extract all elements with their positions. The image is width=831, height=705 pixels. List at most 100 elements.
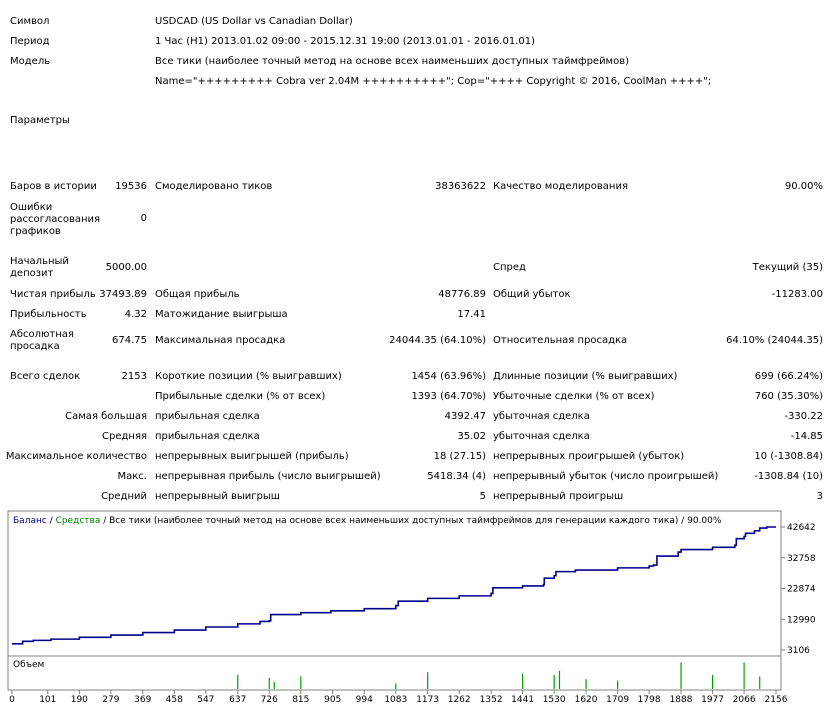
profit-trades-value: 1393 (64.70%) (411, 391, 486, 402)
x-tick-label: 279 (102, 695, 119, 705)
short-value: 1454 (63.96%) (411, 371, 486, 382)
average-profit-label: прибыльная сделка (155, 431, 260, 442)
x-tick-label: 369 (134, 695, 151, 705)
gross-loss-label: Общий убыток (493, 289, 571, 300)
x-tick-label: 637 (229, 695, 246, 705)
gross-profit-label: Общая прибыль (155, 289, 240, 300)
x-tick-label: 815 (292, 695, 309, 705)
abs-dd-value: 674.75 (112, 335, 147, 346)
x-tick-label: 190 (71, 695, 88, 705)
max-cons-loss-value: -1308.84 (10) (754, 471, 823, 482)
model-label: Модель (10, 56, 51, 67)
x-tick-label: 1620 (575, 695, 598, 705)
rel-dd-value: 64.10% (24044.35) (726, 335, 823, 346)
expected-payoff-value: 17.41 (457, 309, 486, 320)
x-tick-label: 1530 (543, 695, 566, 705)
profit-factor-label: Прибыльность (10, 309, 87, 320)
symbol-value: USDCAD (US Dollar vs Canadian Dollar) (155, 16, 353, 27)
largest-profit-label: прибыльная сделка (155, 411, 260, 422)
volume-label: Объем (13, 660, 44, 670)
gross-loss-value: -11283.00 (771, 289, 823, 300)
avg-cons-losses-label: непрерывный проигрыш (493, 491, 624, 502)
x-tick-label: 905 (324, 695, 341, 705)
x-tick-label: 0 (9, 695, 15, 705)
avg-cons-wins-value: 5 (479, 491, 486, 502)
max-cons-losses-value: 10 (-1308.84) (754, 451, 823, 462)
rel-dd-label: Относительная просадка (493, 335, 628, 346)
average-profit-value: 35.02 (457, 431, 486, 442)
average-loss-value: -14.85 (790, 431, 823, 442)
max-cons-losses-label: непрерывных проигрышей (убыток) (493, 451, 685, 462)
errors-label: Ошибки рассогласования графиков (10, 202, 101, 237)
balance-line (12, 526, 776, 645)
max-cons-wins-label: непрерывных выигрышей (прибыль) (155, 451, 349, 462)
ticks-value: 38363622 (435, 181, 486, 192)
profit-factor-value: 4.32 (124, 309, 147, 320)
max-label: Макс. (117, 471, 147, 482)
model-params: Name="+++++++++ Cobra ver 2.04M ++++++++… (155, 76, 712, 87)
profit-trades-label: Прибыльные сделки (% от всех) (155, 391, 326, 402)
x-tick-label: 1709 (606, 695, 629, 705)
x-tick-label: 458 (166, 695, 183, 705)
long-value: 699 (66.24%) (754, 371, 823, 382)
x-tick-label: 1977 (701, 695, 724, 705)
max-cons-profit-value: 5418.34 (4) (427, 471, 486, 482)
deposit-value: 5000.00 (105, 262, 147, 273)
largest-label: Самая большая (65, 411, 147, 422)
average-label: Средняя (102, 431, 147, 442)
deposit-label: Начальный депозит (10, 256, 69, 279)
volume-bars (237, 662, 761, 689)
y-tick-label: 22874 (787, 585, 816, 595)
x-tick-label: 1173 (416, 695, 439, 705)
spread-value: Текущий (35) (752, 262, 823, 273)
spread-label: Спред (493, 262, 526, 273)
net-profit-label: Чистая прибыль (10, 289, 96, 300)
x-tick-label: 1262 (448, 695, 471, 705)
gross-profit-value: 48776.89 (438, 289, 486, 300)
params-label: Параметры (10, 115, 70, 126)
total-trades-label: Всего сделок (10, 371, 81, 382)
x-tick-label: 994 (356, 695, 373, 705)
x-tick-label: 726 (261, 695, 278, 705)
legend-balance: Баланс (13, 516, 47, 526)
bars-label: Баров в истории (10, 181, 97, 192)
largest-profit-value: 4392.47 (444, 411, 486, 422)
period-value: 1 Час (H1) 2013.01.02 09:00 - 2015.12.31… (155, 36, 535, 47)
x-tick-label: 1798 (638, 695, 661, 705)
x-axis-ticks: 0 101 190 279 369 458 547 637 726 815 905 994 1083 11… (9, 690, 788, 705)
avg-cons-losses-value: 3 (816, 491, 823, 502)
chart-legend: Баланс / Средства / Все тики (наиболее т… (13, 516, 722, 526)
abs-dd-label: Абсолютная просадка (10, 329, 74, 352)
avg-label: Средний (101, 491, 147, 502)
y-tick-label: 32758 (787, 554, 816, 564)
legend-sep: / (47, 516, 56, 526)
legend-rest: / Все тики (наиболее точный метод на осн… (100, 516, 722, 526)
legend-equity: Средства (56, 516, 101, 526)
symbol-label: Символ (10, 16, 50, 27)
max-dd-label: Максимальная просадка (155, 335, 286, 346)
x-tick-label: 2156 (765, 695, 788, 705)
balance-series (12, 526, 776, 645)
volume-frame (7, 655, 782, 691)
x-tick-label: 101 (39, 695, 56, 705)
errors-value: 0 (140, 213, 147, 224)
loss-trades-label: Убыточные сделки (% от всех) (493, 391, 655, 402)
x-tick-label: 547 (197, 695, 214, 705)
bars-value: 19536 (115, 181, 147, 192)
ticks-label: Смоделировано тиков (155, 181, 273, 192)
x-tick-label: 1441 (511, 695, 534, 705)
largest-loss-label: убыточная сделка (493, 411, 590, 422)
largest-loss-value: -330.22 (784, 411, 823, 422)
max-dd-value: 24044.35 (64.10%) (389, 335, 486, 346)
x-tick-label: 1083 (384, 695, 407, 705)
x-tick-label: 1888 (670, 695, 693, 705)
y-axis-ticks: 42642 32758 22874 12990 3106 (781, 523, 816, 656)
max-cons-profit-label: непрерывная прибыль (число выигрышей) (155, 471, 381, 482)
chart-frame (7, 510, 782, 657)
y-tick-label: 3106 (787, 646, 810, 656)
y-tick-label: 12990 (787, 615, 816, 625)
max-count-label: Максимальное количество (5, 451, 147, 462)
loss-trades-value: 760 (35.30%) (754, 391, 823, 402)
model-value: Все тики (наиболее точный метод на основ… (155, 56, 630, 67)
